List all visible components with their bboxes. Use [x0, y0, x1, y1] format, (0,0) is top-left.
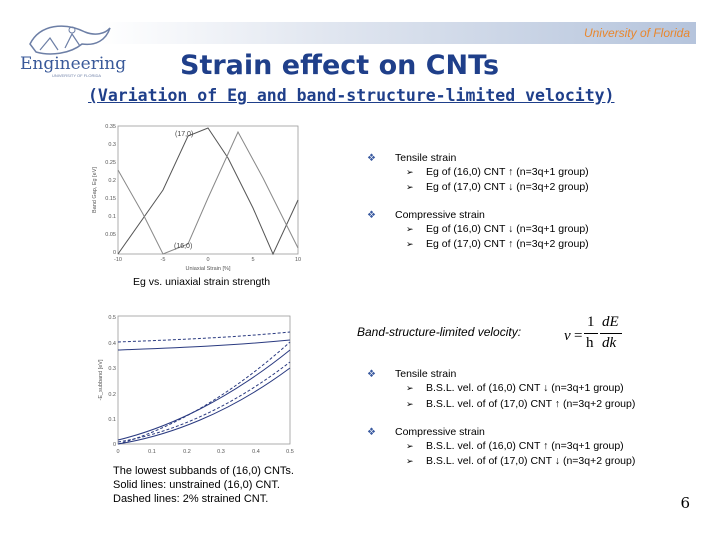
fig1-ylabel: Band Gap, Eg [eV] [92, 167, 98, 213]
arrowhead-bullet-icon: ➢ [406, 441, 414, 451]
fig1-caption: Eg vs. uniaxial strain strength [133, 276, 271, 288]
subband-plot: 0.5 0.4 0.3 0.2 0.1 0 0 0.1 0.2 0.3 0.4 … [88, 310, 310, 460]
bullet-diamond-icon: ❖ [367, 153, 376, 164]
compressive1-head: Compressive strain [395, 209, 485, 221]
tensile1-line2: Eg of (17,0) CNT ↓ (n=3q+2 group) [426, 181, 589, 193]
university-label: University of Florida [583, 26, 690, 40]
arrowhead-bullet-icon: ➢ [406, 182, 414, 192]
arrowhead-bullet-icon: ➢ [406, 383, 414, 393]
fig1-ytick: 0.3 [108, 142, 116, 148]
label-17-0: (17,0) [175, 131, 193, 138]
fig2-ytick: 0.1 [108, 417, 116, 423]
formula-one: 1 [587, 314, 595, 330]
fig2-xtick: 0.4 [252, 449, 260, 455]
arrowhead-bullet-icon: ➢ [406, 239, 414, 249]
logo-text: Engineering [20, 54, 127, 74]
fig1-xlabel: Uniaxial Strain [%] [186, 266, 231, 272]
fig1-ytick: 0.05 [105, 232, 116, 238]
subband-solid-2 [117, 349, 291, 441]
fig2-xtick: 0.5 [286, 449, 294, 455]
compressive2-line2: B.S.L. vel. of of (17,0) CNT ↓ (n=3q+2 g… [426, 455, 636, 467]
subband-solid-3 [117, 367, 291, 445]
fig2-xtick: 0.1 [148, 449, 156, 455]
fig1-ytick: 0.15 [105, 196, 116, 202]
tensile2-head: Tensile strain [395, 368, 457, 380]
arrowhead-bullet-icon: ➢ [406, 224, 414, 234]
fig2-xtick: 0 [116, 449, 119, 455]
fig1-ytick: 0 [113, 250, 116, 256]
gator-logo [29, 25, 111, 55]
compressive2-head: Compressive strain [395, 426, 485, 438]
formula-dE: dE [602, 314, 619, 330]
fig1-ytick: 0.35 [105, 124, 116, 130]
tensile2-line2: B.S.L. vel. of of (17,0) CNT ↑ (n=3q+2 g… [426, 398, 636, 410]
fig2-ytick: 0.5 [108, 315, 116, 321]
fig2-ytick: 0 [113, 442, 116, 448]
formula-dk: dk [602, 335, 617, 351]
subband-solid-1 [117, 339, 291, 351]
fig1-xtick: 10 [295, 257, 301, 263]
tensile1-line1: Eg of (16,0) CNT ↑ (n=3q+1 group) [426, 166, 589, 178]
fig2-caption-line: The lowest subbands of (16,0) CNTs. [113, 465, 294, 477]
bullet-diamond-icon: ❖ [367, 210, 376, 221]
fig1-xtick: 5 [251, 257, 254, 263]
subband-dashed-1 [117, 331, 291, 343]
header-bar [100, 22, 696, 44]
formula-eq: = [574, 328, 583, 344]
fig2-ytick: 0.4 [108, 341, 116, 347]
fig1-xtick: 0 [206, 257, 209, 263]
fig1-ytick: 0.2 [108, 178, 116, 184]
formula-hbar: h [586, 335, 594, 351]
bullet-diamond-icon: ❖ [367, 369, 376, 380]
label-16-0: (16,0) [174, 243, 192, 250]
fig2-ytick: 0.3 [108, 366, 116, 372]
fig2-ylabel: -E_subband [eV] [98, 359, 104, 400]
compressive1-line2: Eg of (17,0) CNT ↑ (n=3q+2 group) [426, 238, 589, 250]
bullet-diamond-icon: ❖ [367, 427, 376, 438]
fig2-caption: The lowest subbands of (16,0) CNTs. Soli… [113, 464, 294, 506]
page-number: 6 [680, 494, 690, 512]
slide-title: Strain effect on CNTs [180, 50, 500, 81]
curve-17-0 [117, 127, 299, 256]
slide-subtitle: (Variation of Eg and band-structure-limi… [88, 86, 615, 105]
fig2-ytick: 0.2 [108, 392, 116, 398]
fig2-caption-line: Dashed lines: 2% strained CNT. [113, 493, 269, 505]
fig2-xtick: 0.3 [217, 449, 225, 455]
fraction-bar-2 [600, 333, 622, 334]
curve-16-0 [117, 130, 299, 255]
compressive2-line1: B.S.L. vel. of (16,0) CNT ↑ (n=3q+1 grou… [426, 440, 624, 452]
fig1-ytick: 0.1 [108, 214, 116, 220]
subband-dashed-2 [117, 341, 291, 445]
fig2-xtick: 0.2 [183, 449, 191, 455]
arrowhead-bullet-icon: ➢ [406, 456, 414, 466]
tensile2-line1: B.S.L. vel. of (16,0) CNT ↓ (n=3q+1 grou… [426, 382, 624, 394]
compressive1-line1: Eg of (16,0) CNT ↓ (n=3q+1 group) [426, 223, 589, 235]
fig2-caption-line: Solid lines: unstrained (16,0) CNT. [113, 479, 280, 491]
bandgap-plot: 0.35 0.3 0.25 0.2 0.15 0.1 0.05 0 -10 -5… [88, 118, 310, 276]
formula-v: v [564, 328, 571, 344]
fig1-ytick: 0.25 [105, 160, 116, 166]
arrowhead-bullet-icon: ➢ [406, 399, 414, 409]
arrowhead-bullet-icon: ➢ [406, 167, 414, 177]
velocity-label: Band-structure-limited velocity: [357, 325, 522, 339]
subband-dashed-3 [117, 361, 291, 443]
logo-subtext: UNIVERSITY OF FLORIDA [52, 73, 102, 78]
fig1-xtick: -5 [161, 257, 166, 263]
fraction-bar-1 [584, 333, 598, 334]
tensile1-head: Tensile strain [395, 152, 457, 164]
fig1-xtick: -10 [114, 257, 122, 263]
